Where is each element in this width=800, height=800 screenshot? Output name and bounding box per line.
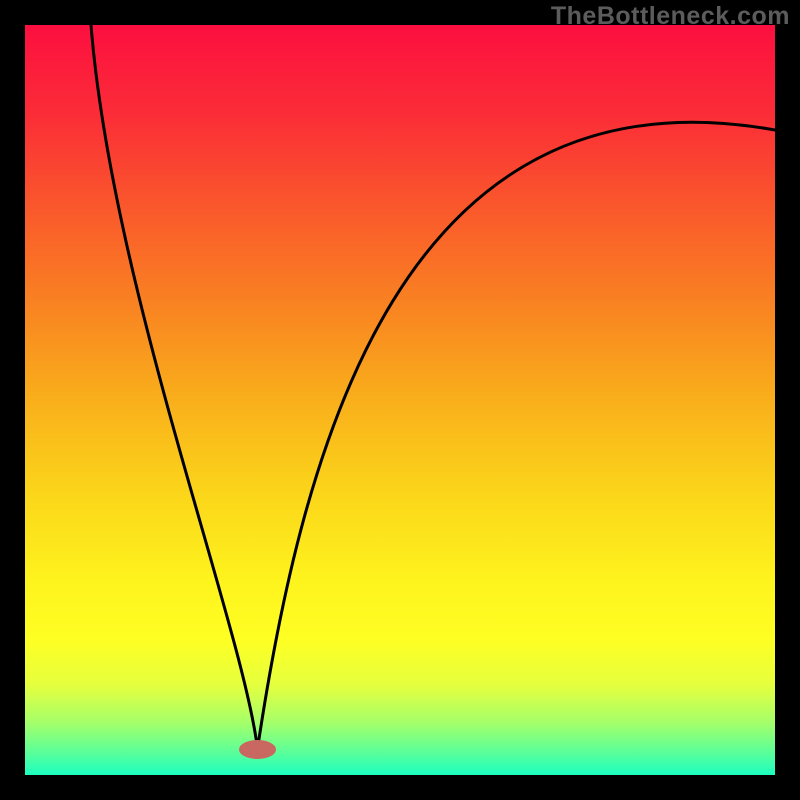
watermark-text: TheBottleneck.com [551,2,790,31]
gradient-panel [25,25,775,775]
optimal-point-marker [240,741,276,759]
bottleneck-curve-chart [0,0,800,800]
chart-container: TheBottleneck.com [0,0,800,800]
